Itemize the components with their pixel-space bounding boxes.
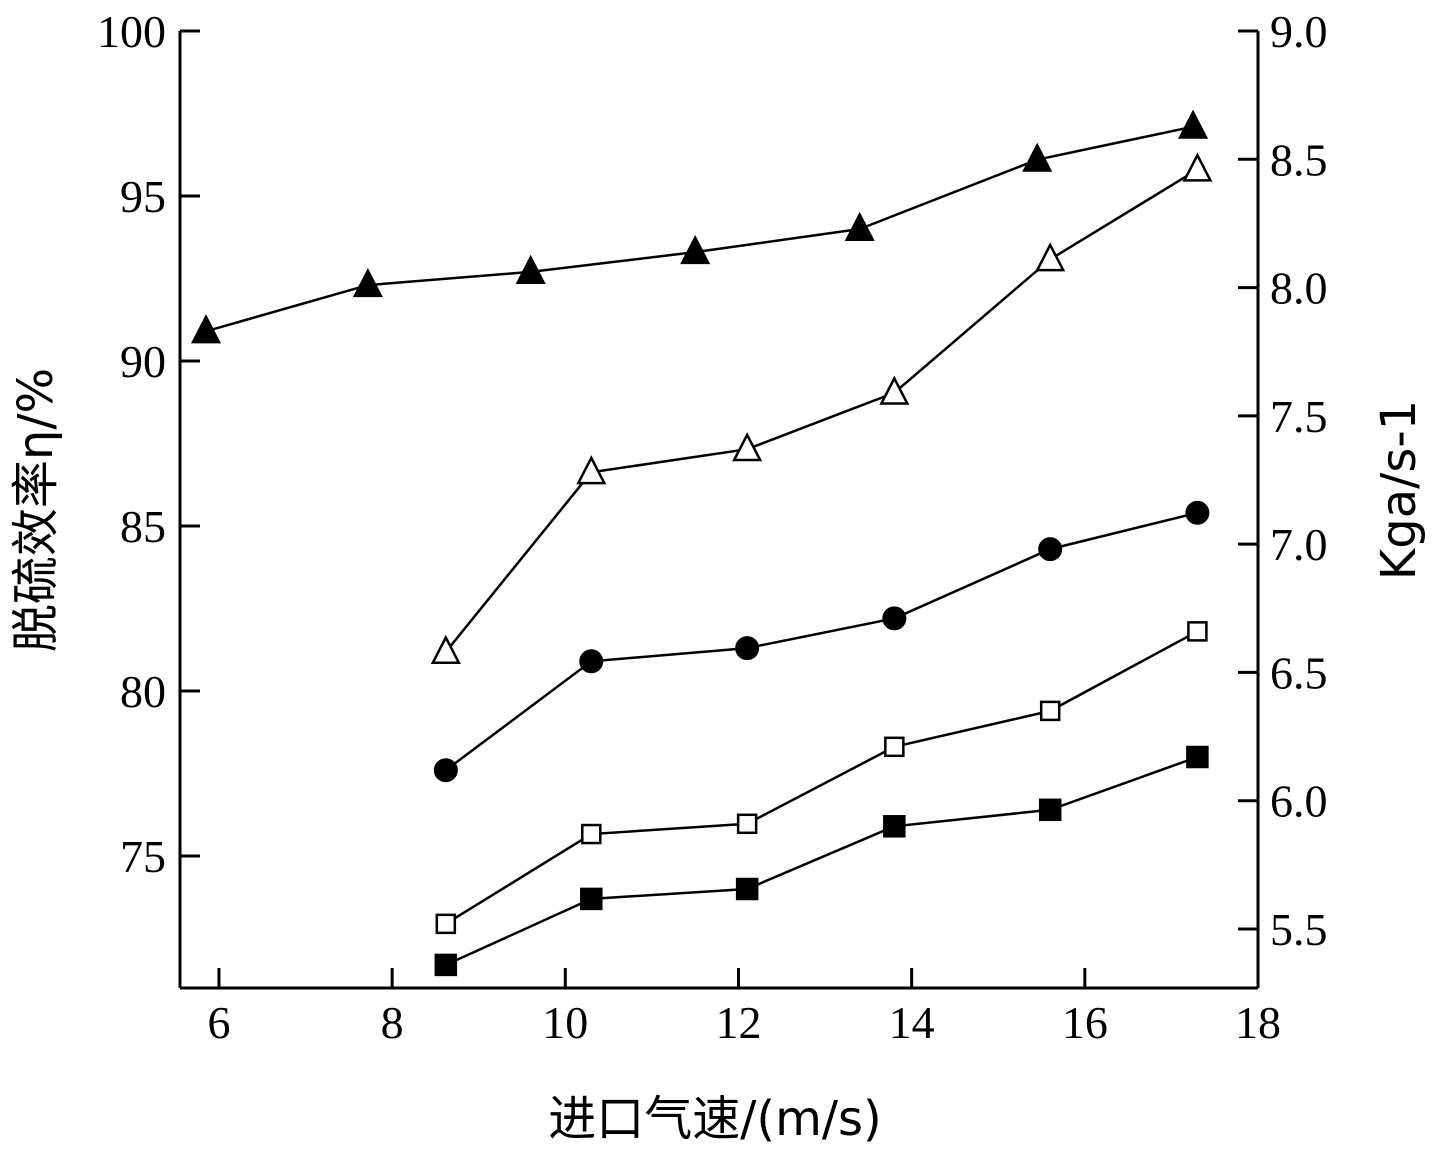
series-2-line	[444, 168, 1199, 653]
series-2-point	[430, 634, 461, 664]
right-y-tick-label: 7.5	[1270, 391, 1328, 442]
right-y-tick-label: 6.0	[1270, 776, 1328, 827]
series-2-point	[879, 375, 910, 405]
series-4-line	[445, 630, 1198, 925]
series-5-point	[883, 815, 906, 838]
series-2-point	[576, 455, 607, 485]
right-y-tick-label: 8.5	[1270, 134, 1328, 185]
series-5-line	[445, 755, 1198, 967]
right-y-tick-label: 8.0	[1270, 263, 1328, 314]
series-1-point	[190, 314, 222, 344]
series-5-point	[580, 887, 603, 911]
series-3-point	[882, 606, 907, 631]
series-1-point	[1022, 142, 1053, 172]
series-1-point	[844, 211, 875, 242]
series-4-point	[1039, 700, 1061, 722]
series-5-point	[1038, 798, 1062, 822]
x-tick-label: 14	[889, 997, 935, 1048]
x-axis-title: 进口气速/(m/s)	[548, 1091, 882, 1147]
series-1-point	[1178, 109, 1209, 139]
series-3-point	[579, 649, 604, 674]
left-y-tick-label: 75	[120, 831, 166, 882]
left-y-tick-label: 100	[97, 6, 166, 57]
left-y-tick-label: 85	[120, 501, 166, 552]
series-3-point	[735, 636, 760, 661]
right-y-tick-label: 7.0	[1270, 519, 1328, 570]
right-y-tick-label: 9.0	[1270, 6, 1328, 57]
x-tick-label: 12	[715, 997, 761, 1048]
series-3-point	[1038, 537, 1063, 562]
series-3-point	[433, 758, 458, 783]
left-y-axis-title: 脱硫效率η/%	[8, 368, 64, 652]
x-tick-label: 6	[207, 997, 230, 1048]
series-5-point	[434, 953, 458, 977]
series-4-point	[581, 823, 602, 845]
x-tick-label: 18	[1235, 997, 1281, 1048]
ticks: 6 8 10 12 14 16 18 75 80 85 90 95 100 5.5 6.0 6.5 7.0 7.5…	[97, 6, 1328, 1048]
series-2-point	[1182, 152, 1213, 182]
x-tick-label: 16	[1062, 997, 1108, 1048]
series-4-point	[884, 736, 905, 758]
series-2-point	[1035, 242, 1066, 272]
series-1-point	[680, 234, 711, 265]
series-1-line	[205, 125, 1194, 333]
left-y-tick-label: 95	[120, 171, 166, 222]
series-3-line	[445, 511, 1198, 772]
right-y-tick-label: 6.5	[1270, 647, 1328, 698]
series-2-point	[732, 432, 763, 462]
series-4-point	[736, 813, 758, 835]
x-tick-label: 8	[381, 997, 404, 1048]
axes	[178, 31, 1260, 990]
left-y-tick-label: 90	[120, 336, 166, 387]
series-5-point	[1186, 745, 1209, 769]
series-3-point	[1185, 500, 1210, 525]
series-markers	[190, 109, 1213, 977]
series-5-point	[735, 877, 759, 901]
right-y-axis-title: Kga/s-1	[1371, 400, 1427, 580]
series-1-point	[515, 254, 546, 284]
right-y-tick-label: 5.5	[1270, 904, 1328, 955]
series-1-point	[352, 267, 383, 298]
series-4-point	[1187, 621, 1208, 642]
left-y-tick-label: 80	[120, 666, 166, 717]
x-tick-label: 10	[542, 997, 588, 1048]
series-4-point	[435, 913, 457, 935]
